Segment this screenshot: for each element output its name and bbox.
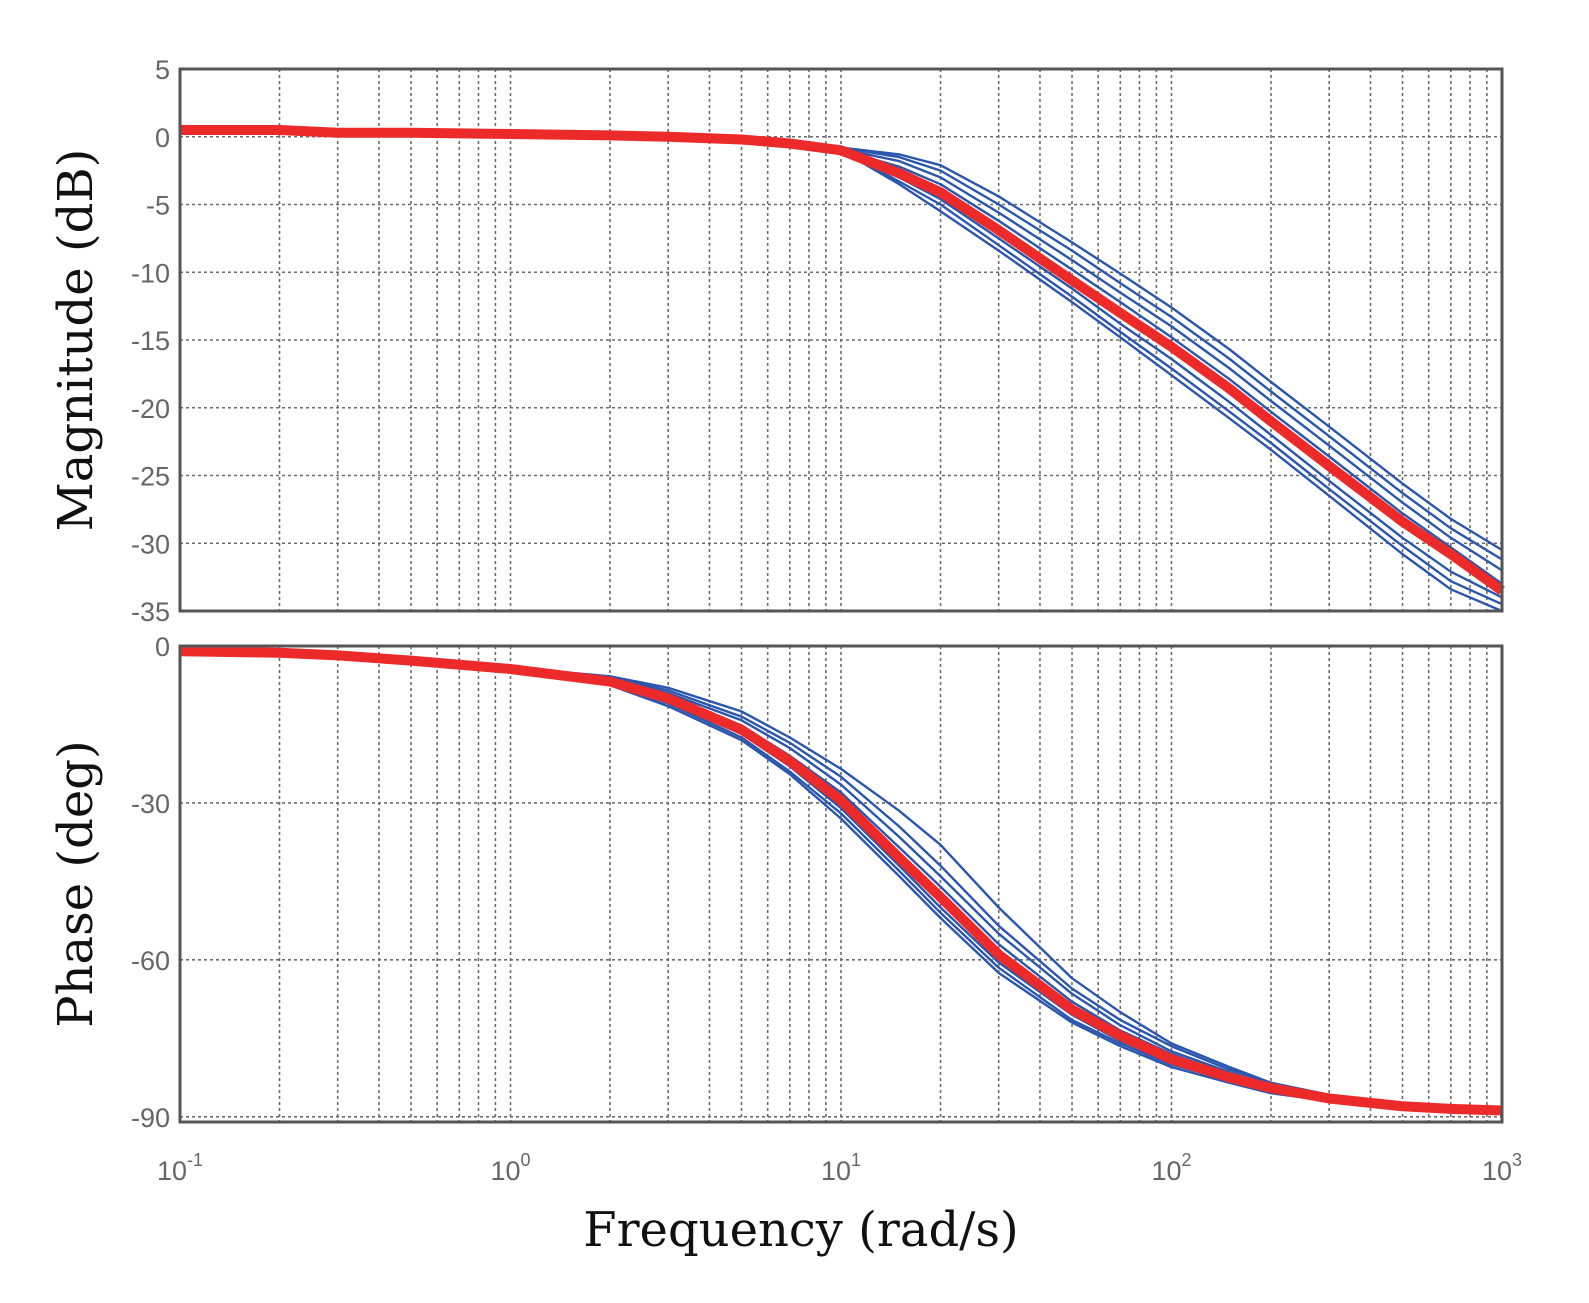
magnitude-grid [180, 69, 1502, 612]
magnitude-series [178, 125, 1505, 613]
y-tick-label: 5 [155, 55, 170, 85]
y-tick-label: -20 [131, 394, 170, 424]
y-tick-label: -5 [146, 191, 170, 221]
y-tick-label: -35 [131, 597, 170, 627]
y-tick-label: -90 [131, 1103, 170, 1133]
y-tick-label: -30 [131, 529, 170, 559]
magnitude-panel: 5 0 -5 -10 -15 -20 -25 -30 -35 Magnitude (dB) [48, 55, 1505, 627]
x-tick-label: 100 [490, 1150, 530, 1186]
y-tick-label: -30 [131, 789, 170, 819]
y-tick-label: 0 [155, 632, 170, 662]
phase-series [178, 646, 1504, 1116]
nominal-response-line [180, 125, 1505, 595]
x-tick-label: 103 [1482, 1150, 1522, 1186]
y-tick-label: -60 [131, 946, 170, 976]
phase-axes-frame [178, 644, 1504, 1124]
phase-y-axis-label: Phase (deg) [48, 740, 104, 1027]
phase-panel: 0-30-60-90 10-1 100 101 102 103 Phase (deg) … [48, 632, 1522, 1258]
x-tick-label: 102 [1151, 1150, 1191, 1186]
y-tick-label: -25 [131, 462, 170, 492]
frequency-x-tick-labels: 10-1 100 101 102 103 [157, 1150, 1522, 1186]
magnitude-y-tick-labels: 5 0 -5 -10 -15 -20 -25 -30 -35 [131, 55, 170, 627]
frequency-x-axis-label: Frequency (rad/s) [583, 1202, 1018, 1258]
y-tick-label: -15 [131, 326, 170, 356]
y-tick-label: -10 [131, 258, 170, 288]
y-tick-label: 0 [155, 123, 170, 153]
x-tick-label: 101 [821, 1150, 861, 1186]
phase-y-tick-labels: 0 -30 -60 -90 [131, 632, 170, 1133]
x-tick-label: 10-1 [157, 1150, 203, 1186]
phase-grid [180, 646, 1502, 1122]
magnitude-y-axis-label: Magnitude (dB) [48, 149, 104, 532]
nominal-response-line [179, 646, 1503, 1116]
magnitude-axes-frame [178, 67, 1504, 613]
